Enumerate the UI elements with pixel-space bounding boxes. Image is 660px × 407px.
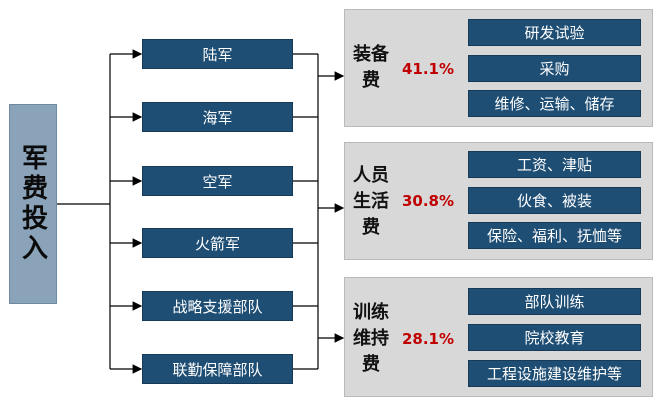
category-item: 工资、津贴 — [468, 151, 641, 178]
category-name-line: 装备 — [353, 44, 389, 65]
category-item: 研发试验 — [468, 19, 641, 46]
category-name-line: 人员 — [353, 165, 389, 186]
category-item: 保险、福利、抚恤等 — [468, 222, 641, 249]
branch-label: 海军 — [202, 108, 233, 127]
category-percent: 28.1% — [401, 330, 455, 348]
category-item: 部队训练 — [468, 288, 641, 315]
category-item: 工程设施建设维护等 — [468, 360, 641, 387]
category-percent: 41.1% — [401, 60, 455, 78]
branch-rocket-force: 火箭军 — [142, 228, 293, 258]
category-name-line: 费 — [362, 354, 380, 375]
root-label: 军费投入 — [17, 144, 48, 264]
category-item: 伙食、被装 — [468, 187, 641, 214]
branch-joint-logistics: 联勤保障部队 — [142, 354, 293, 384]
category-panel-equipment: 装备 费 41.1% 研发试验 采购 维修、运输、储存 — [344, 9, 653, 127]
branch-label: 战略支援部队 — [172, 297, 263, 316]
category-name-line: 生活 — [353, 191, 389, 212]
branch-label: 空军 — [202, 172, 233, 191]
branch-strategic-support: 战略支援部队 — [142, 291, 293, 321]
category-panel-personnel: 人员 生活 费 30.8% 工资、津贴 伙食、被装 保险、福利、抚恤等 — [344, 142, 653, 260]
category-name-line: 维持 — [353, 328, 389, 349]
branch-label: 陆军 — [202, 45, 233, 64]
category-panel-training: 训练 维持 费 28.1% 部队训练 院校教育 工程设施建设维护等 — [344, 277, 653, 397]
category-item: 院校教育 — [468, 324, 641, 351]
category-item: 维修、运输、储存 — [468, 90, 641, 117]
branch-navy: 海军 — [142, 102, 293, 132]
root-node: 军费投入 — [9, 104, 57, 304]
branch-label: 联勤保障部队 — [172, 360, 263, 379]
category-item: 采购 — [468, 55, 641, 82]
category-name: 训练 维持 费 — [345, 300, 397, 378]
category-name-line: 费 — [362, 217, 380, 238]
branch-air-force: 空军 — [142, 166, 293, 196]
branch-label: 火箭军 — [194, 234, 240, 253]
category-name-line: 训练 — [353, 302, 389, 323]
category-name: 人员 生活 费 — [345, 163, 397, 241]
category-percent: 30.8% — [401, 192, 455, 210]
category-name: 装备 费 — [345, 42, 397, 94]
branch-army: 陆军 — [142, 39, 293, 69]
category-name-line: 费 — [362, 70, 380, 91]
